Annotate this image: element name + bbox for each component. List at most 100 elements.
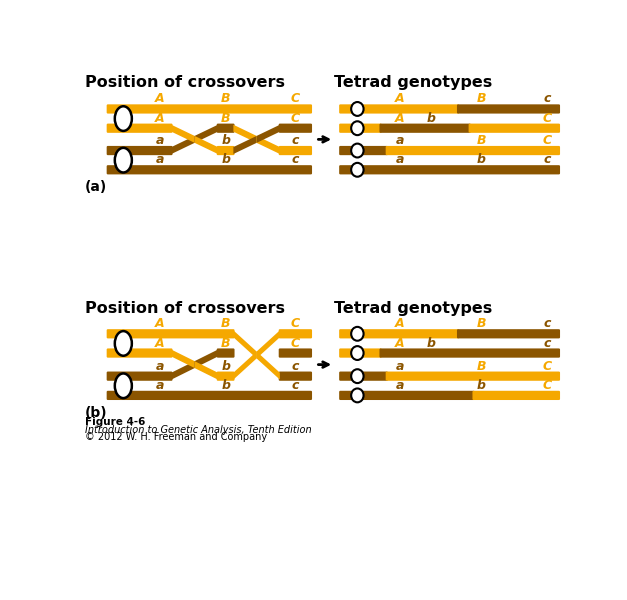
FancyBboxPatch shape — [107, 329, 234, 338]
Text: c: c — [292, 134, 299, 147]
FancyBboxPatch shape — [107, 165, 312, 175]
Text: c: c — [544, 153, 551, 166]
Text: C: C — [291, 92, 300, 106]
Text: A: A — [395, 112, 405, 125]
FancyBboxPatch shape — [217, 124, 234, 133]
Text: b: b — [221, 153, 230, 166]
FancyBboxPatch shape — [468, 124, 560, 133]
FancyBboxPatch shape — [107, 349, 172, 358]
Text: B: B — [477, 134, 486, 147]
Ellipse shape — [351, 388, 364, 403]
Text: b: b — [426, 337, 436, 350]
Ellipse shape — [115, 331, 132, 356]
Text: c: c — [292, 379, 299, 392]
FancyBboxPatch shape — [339, 349, 382, 358]
Text: B: B — [477, 92, 486, 106]
Polygon shape — [194, 350, 218, 368]
Text: a: a — [155, 379, 164, 392]
FancyBboxPatch shape — [107, 146, 172, 155]
Text: B: B — [221, 92, 230, 106]
Text: C: C — [291, 112, 300, 125]
Ellipse shape — [351, 327, 364, 341]
Text: Tetrad genotypes: Tetrad genotypes — [334, 301, 492, 316]
Text: a: a — [396, 379, 404, 392]
Polygon shape — [171, 361, 194, 380]
FancyBboxPatch shape — [279, 329, 312, 338]
FancyBboxPatch shape — [457, 104, 560, 113]
Text: c: c — [544, 317, 551, 330]
Polygon shape — [194, 136, 218, 154]
FancyBboxPatch shape — [473, 391, 560, 400]
FancyBboxPatch shape — [457, 329, 560, 338]
FancyBboxPatch shape — [339, 146, 388, 155]
Polygon shape — [233, 352, 256, 380]
Text: c: c — [292, 359, 299, 373]
Ellipse shape — [351, 102, 364, 116]
Text: a: a — [396, 359, 404, 373]
FancyBboxPatch shape — [386, 371, 560, 381]
FancyBboxPatch shape — [217, 349, 234, 358]
Text: a: a — [155, 359, 164, 373]
Ellipse shape — [351, 346, 364, 360]
Text: C: C — [543, 112, 552, 125]
Polygon shape — [171, 136, 194, 154]
Polygon shape — [256, 136, 280, 154]
FancyBboxPatch shape — [339, 104, 460, 113]
Text: B: B — [221, 317, 230, 330]
FancyBboxPatch shape — [339, 371, 388, 381]
Text: A: A — [395, 337, 405, 350]
FancyBboxPatch shape — [339, 165, 560, 175]
Text: B: B — [221, 337, 230, 350]
Text: b: b — [477, 153, 486, 166]
Polygon shape — [233, 125, 256, 143]
FancyBboxPatch shape — [107, 371, 172, 381]
Text: B: B — [477, 359, 486, 373]
FancyBboxPatch shape — [107, 104, 312, 113]
Text: a: a — [155, 153, 164, 166]
FancyBboxPatch shape — [279, 371, 312, 381]
Polygon shape — [256, 352, 280, 380]
Polygon shape — [256, 125, 280, 143]
Ellipse shape — [115, 148, 132, 172]
FancyBboxPatch shape — [339, 329, 460, 338]
FancyBboxPatch shape — [279, 146, 312, 155]
Text: b: b — [221, 134, 230, 147]
FancyBboxPatch shape — [217, 371, 234, 381]
Text: b: b — [477, 379, 486, 392]
Ellipse shape — [115, 373, 132, 398]
FancyBboxPatch shape — [279, 124, 312, 133]
Polygon shape — [256, 331, 280, 358]
Text: A: A — [155, 317, 164, 330]
FancyBboxPatch shape — [107, 124, 172, 133]
Text: B: B — [477, 317, 486, 330]
Polygon shape — [171, 350, 194, 368]
Text: C: C — [543, 134, 552, 147]
Text: C: C — [291, 337, 300, 350]
Text: (a): (a) — [85, 180, 107, 194]
Polygon shape — [194, 125, 218, 143]
Text: Position of crossovers: Position of crossovers — [85, 301, 285, 316]
Text: A: A — [395, 317, 405, 330]
Polygon shape — [233, 331, 256, 358]
Text: Introduction to Genetic Analysis, Tenth Edition: Introduction to Genetic Analysis, Tenth … — [85, 425, 311, 434]
FancyBboxPatch shape — [379, 124, 471, 133]
Text: c: c — [292, 153, 299, 166]
Text: A: A — [155, 112, 164, 125]
Polygon shape — [194, 361, 218, 380]
FancyBboxPatch shape — [386, 146, 560, 155]
FancyBboxPatch shape — [339, 124, 382, 133]
Ellipse shape — [351, 369, 364, 383]
Text: b: b — [221, 379, 230, 392]
Ellipse shape — [115, 106, 132, 131]
Text: Position of crossovers: Position of crossovers — [85, 75, 285, 90]
Text: b: b — [426, 112, 436, 125]
Text: A: A — [155, 92, 164, 106]
Polygon shape — [171, 125, 194, 143]
Text: b: b — [221, 359, 230, 373]
Text: a: a — [396, 153, 404, 166]
FancyBboxPatch shape — [107, 391, 312, 400]
Text: c: c — [544, 92, 551, 106]
Text: B: B — [221, 112, 230, 125]
FancyBboxPatch shape — [379, 349, 560, 358]
Polygon shape — [233, 136, 256, 154]
